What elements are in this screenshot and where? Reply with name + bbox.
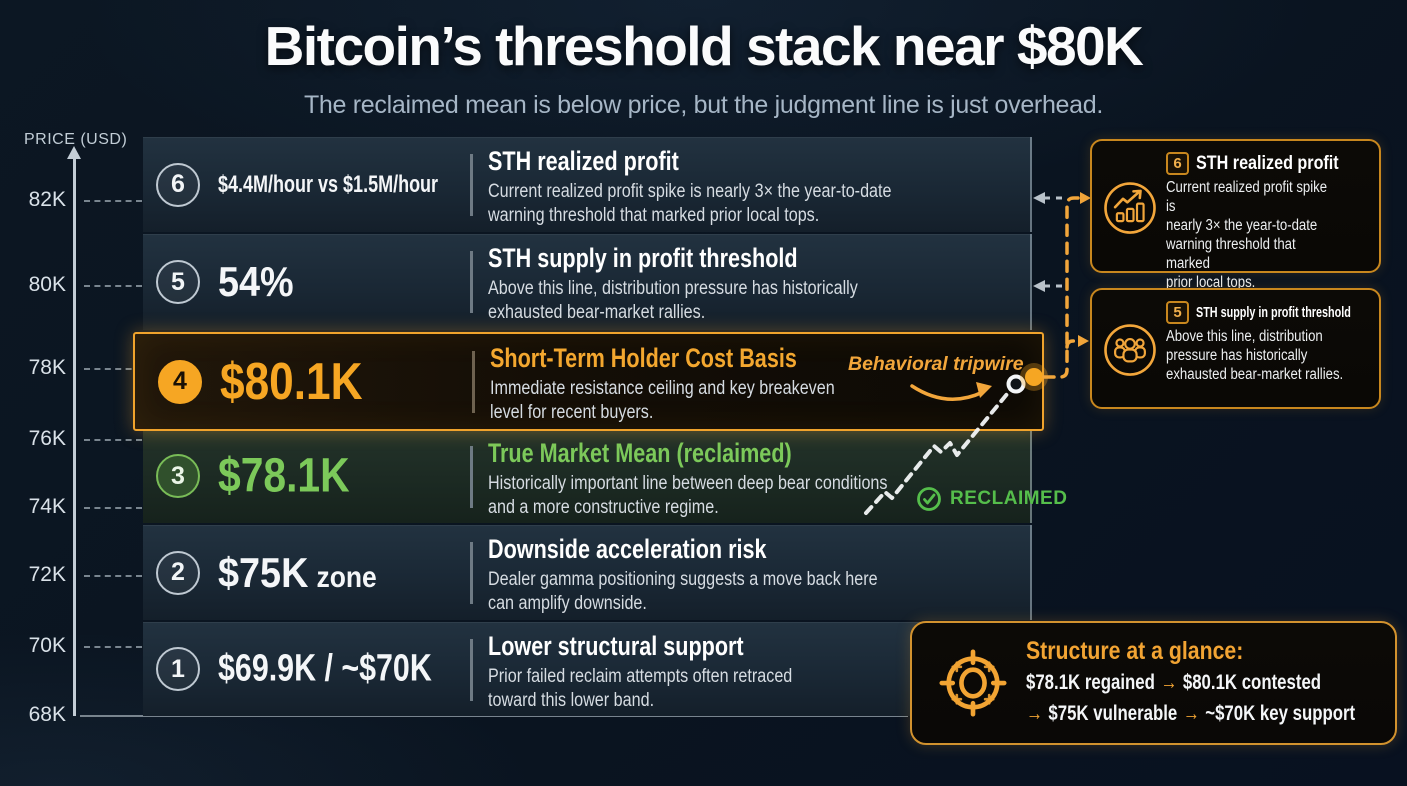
row-title: STH supply in profit threshold (488, 243, 798, 273)
axis-line (73, 158, 76, 716)
axis-tick-dash (84, 507, 142, 509)
axis-tick-dash (84, 646, 142, 648)
stack-row-6: 6 $4.4M/hour vs $1.5M/hour STH realized … (143, 137, 1032, 232)
row-value: $78.1K (218, 449, 350, 503)
row-description: Current realized profit spike is nearly … (488, 181, 892, 227)
axis-tick-label: 72K (28, 563, 66, 586)
row-value: $80.1K (220, 352, 363, 411)
row-description: Dealer gamma positioning suggests a move… (488, 569, 878, 615)
arrow-right-glyph: → (1182, 701, 1200, 725)
row-divider (470, 251, 473, 313)
row-number-badge: 3 (156, 454, 200, 498)
callout-number-badge: 5 (1166, 301, 1189, 324)
row-pointer-arrow-icon (1033, 280, 1045, 292)
axis-tick-dash (84, 200, 142, 202)
row-pointer-arrow-icon (1033, 192, 1045, 204)
row-description: Prior failed reclaim attempts often retr… (488, 666, 793, 712)
callout-sth-supply-in-profit: 5 STH supply in profit threshold Above t… (1090, 288, 1381, 409)
axis-tick-label: 68K (28, 703, 66, 726)
axis-tick-label: 82K (28, 188, 66, 211)
structure-segment: $78.1K regained (1026, 671, 1155, 695)
row-divider (470, 154, 473, 216)
row-title: STH realized profit (488, 146, 679, 176)
callout-title: STH supply in profit threshold (1196, 304, 1351, 321)
target-icon (939, 649, 1007, 717)
behavioral-tripwire-label: Behavioral tripwire (848, 353, 1024, 375)
structure-segment: $75K vulnerable (1048, 701, 1178, 725)
row-number-badge: 5 (156, 260, 200, 304)
reclaimed-label: RECLAIMED (950, 488, 1068, 509)
structure-summary-box: Structure at a glance: $78.1K regained → $… (910, 621, 1397, 745)
axis-tick-label: 70K (28, 634, 66, 657)
row-divider (470, 542, 473, 604)
callout-number-badge: 6 (1166, 152, 1189, 175)
structure-title: Structure at a glance: (1026, 637, 1244, 666)
axis-label: PRICE (USD) (24, 131, 128, 148)
row-description: Above this line, distribution pressure h… (488, 278, 858, 324)
row-title: Downside acceleration risk (488, 534, 767, 564)
axis-tick-label: 80K (28, 273, 66, 296)
row-divider (472, 351, 475, 413)
structure-segment: $80.1K contested (1182, 671, 1322, 695)
row-title: Lower structural support (488, 631, 744, 661)
axis-tick-label: 74K (28, 495, 66, 518)
row-number-badge: 6 (156, 162, 200, 207)
callout-sth-realized-profit: 6 STH realized profit Current realized p… (1090, 139, 1381, 291)
axis-tick-label: 78K (28, 356, 66, 379)
page-title: Bitcoin’s threshold stack near $80K (264, 15, 1144, 77)
callout-connector-branch (1065, 339, 1078, 349)
callout-connector-line (1042, 196, 1080, 379)
row-divider (470, 639, 473, 701)
row-value: $69.9K / ~$70K (218, 647, 432, 690)
row-description: Immediate resistance ceiling and key bre… (490, 378, 835, 424)
arrow-right-glyph: → (1160, 671, 1178, 695)
row-number-badge: 2 (156, 550, 200, 595)
structure-segment: ~$70K key support (1205, 701, 1356, 725)
callout-description: Above this line, distribution pressure h… (1166, 328, 1344, 384)
axis-tick-dash (84, 439, 142, 441)
arrow-right-glyph: → (1026, 701, 1043, 725)
people-group-icon (1104, 324, 1156, 376)
row-title: True Market Mean (reclaimed) (488, 438, 792, 468)
row-title: Short-Term Holder Cost Basis (490, 343, 797, 373)
row-number-badge: 1 (156, 647, 200, 691)
row-divider (470, 446, 473, 508)
stack-row-4-highlighted: 4 $80.1K Short-Term Holder Cost Basis Im… (133, 332, 1044, 431)
page-subtitle: The reclaimed mean is below price, but t… (303, 91, 1104, 119)
row-number-badge: 4 (158, 359, 202, 404)
axis-arrow-icon (67, 146, 81, 159)
axis-tick-label: 76K (28, 427, 66, 450)
row-value: $4.4M/hour vs $1.5M/hour (218, 170, 439, 198)
reclaimed-badge: RECLAIMED (916, 486, 1067, 512)
stack-row-3-reclaimed: 3 $78.1K True Market Mean (reclaimed) Hi… (143, 429, 1032, 523)
stack-row-1: 1 $69.9K / ~$70K Lower structural suppor… (143, 622, 1032, 716)
row-value: $75K (218, 548, 309, 596)
callout-description: Current realized profit spike is nearly … (1166, 179, 1328, 292)
axis-tick-dash (84, 285, 142, 287)
stack-row-2: 2 $75K zone Downside acceleration risk De… (143, 525, 1032, 620)
stack-row-5: 5 54% STH supply in profit threshold Abo… (143, 234, 1032, 330)
axis-baseline (80, 715, 908, 717)
trend-chart-icon (1104, 181, 1156, 234)
row-description: Historically important line between deep… (488, 473, 888, 519)
axis-tick-dash (84, 368, 142, 370)
axis-tick-dash (84, 575, 142, 577)
row-value: 54% (218, 258, 294, 305)
check-circle-icon (917, 487, 941, 511)
row-value-suffix: zone (316, 560, 377, 594)
connector-arrow-right-icon (1078, 335, 1089, 347)
callout-title: STH realized profit (1196, 152, 1339, 174)
